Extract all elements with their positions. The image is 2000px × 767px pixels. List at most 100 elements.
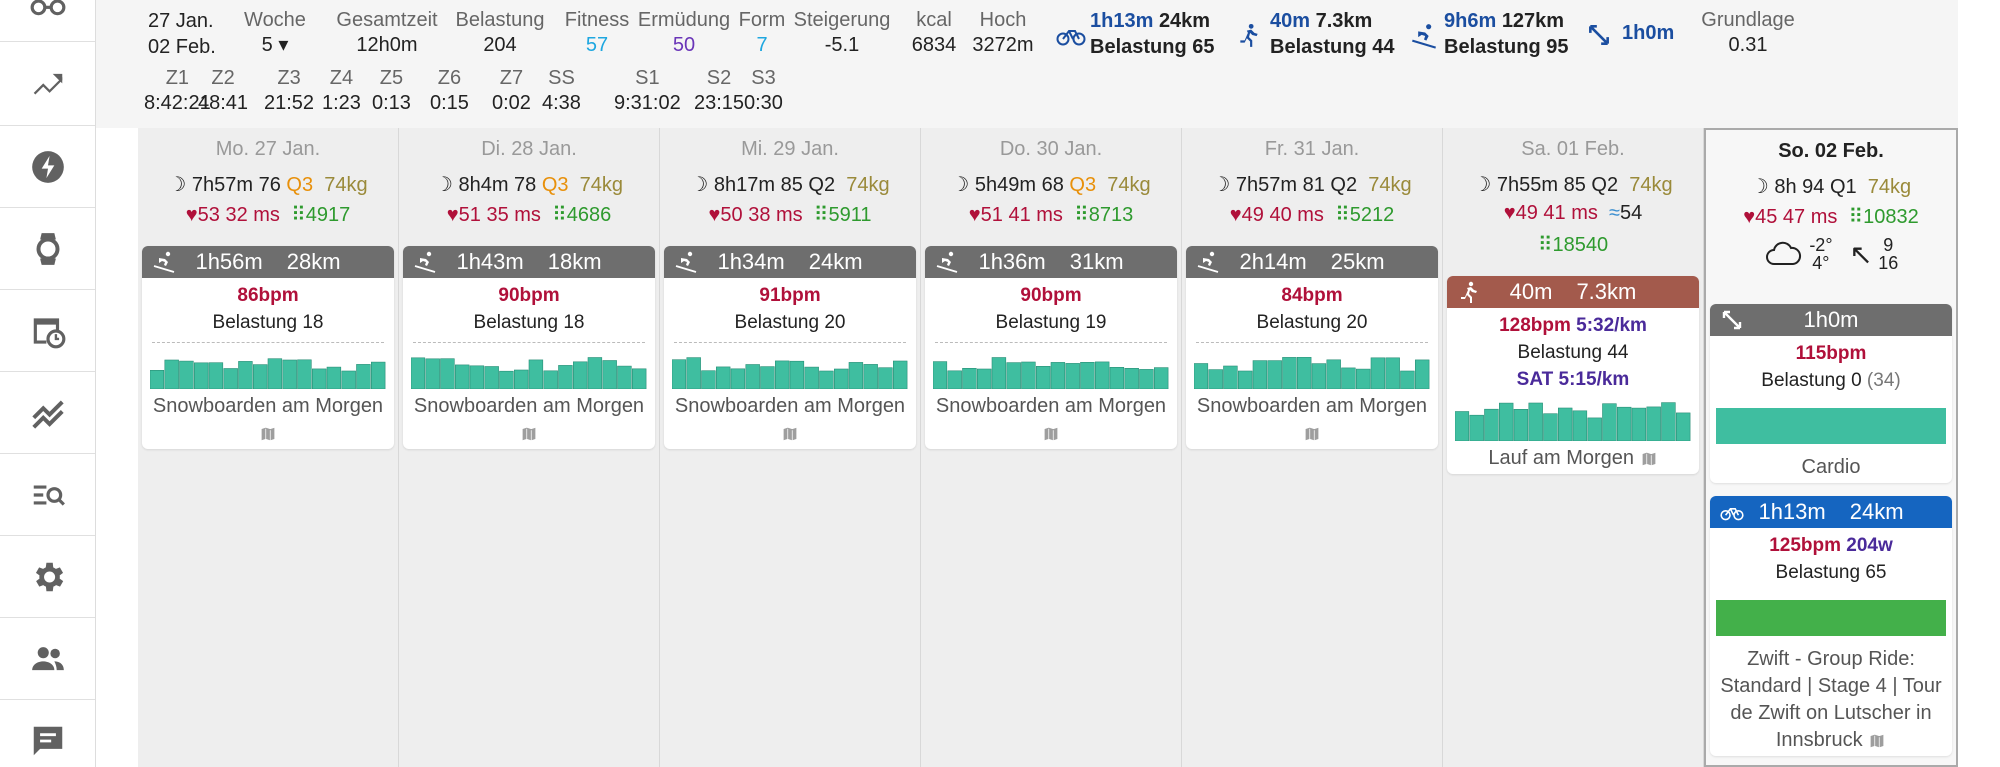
ski-total: 9h6m 127km Belastung 95 <box>1410 8 1568 60</box>
day-column[interactable]: Di. 28 Jan. ☽ 8h4m 78 Q3 74kg ♥51 35 ms … <box>399 128 660 767</box>
zone-bar-segment <box>341 370 356 390</box>
zone-bar-segment <box>1311 363 1327 390</box>
zone-bar-segment <box>223 368 238 390</box>
zone-bar-segment <box>558 365 573 390</box>
sidebar-item-devices[interactable] <box>0 208 95 290</box>
day-header: Di. 28 Jan. <box>481 138 577 160</box>
zone-bars <box>149 357 386 390</box>
zone-bar-segment <box>991 357 1007 390</box>
zone-bar-segment <box>848 362 864 390</box>
zone-bar-segment <box>454 364 470 390</box>
zone-z4: Z4 1:23 <box>322 67 361 114</box>
zone-bar-segment <box>1572 410 1588 442</box>
sidebar-item-activities[interactable] <box>0 0 95 42</box>
week-calendar: Mo. 27 Jan. ☽ 7h57m 76 Q3 74kg ♥53 32 ms… <box>138 128 1958 767</box>
zone-bar-segment <box>528 359 544 390</box>
zone-bar-segment <box>1237 370 1253 390</box>
wind-arrow-icon: ↖ <box>1849 238 1873 270</box>
form: Form 7 <box>738 9 786 56</box>
activity-card[interactable]: 40m 7.3km 128bpm 5:32/km Belastung 44 SAT… <box>1447 276 1699 474</box>
zone-bar-segment <box>932 361 948 390</box>
day-column[interactable]: Mo. 27 Jan. ☽ 7h57m 76 Q3 74kg ♥53 32 ms… <box>138 128 399 767</box>
day-column[interactable]: Sa. 01 Feb. ☽ 7h55m 85 Q2 74kg ♥49 41 ms… <box>1443 128 1704 767</box>
day-column[interactable]: Fr. 31 Jan. ☽ 7h57m 81 Q2 74kg ♥49 40 ms… <box>1182 128 1443 767</box>
zone-bar-segment <box>671 359 687 390</box>
people-icon <box>31 646 64 670</box>
zone-bar-segment <box>1370 357 1386 390</box>
day-header: So. 02 Feb. <box>1778 140 1884 162</box>
zone-bar-segment <box>164 359 179 390</box>
weather-row: -2° 4° ↖ 9 16 <box>1706 236 1956 280</box>
gear-icon <box>35 562 63 591</box>
activity-card[interactable]: 1h36m 31km 90bpm Belastung 19 Snowboarden… <box>925 246 1177 449</box>
steps-icon: ⠿ <box>1074 204 1089 226</box>
week-selector[interactable]: Woche 5 ▾ <box>242 8 308 58</box>
zone-bar-segment <box>1095 361 1110 390</box>
zone-bar-segment <box>1631 407 1647 442</box>
day-column-today[interactable]: So. 02 Feb. ☽ 8h 94 Q1 74kg ♥45 47 ms ⠿1… <box>1704 128 1958 767</box>
day-column[interactable]: Do. 30 Jan. ☽ 5h49m 68 Q3 74kg ♥51 41 ms… <box>921 128 1182 767</box>
heart-icon: ♥ <box>708 204 721 226</box>
run-icon <box>1240 23 1258 47</box>
sidebar-item-chat[interactable] <box>0 700 95 767</box>
zone-bar-segment <box>1528 402 1543 442</box>
steps-icon: ⠿ <box>813 204 829 226</box>
moon-icon: ☽ <box>434 174 453 196</box>
sidebar-item-calendar[interactable] <box>0 290 95 372</box>
cloud-icon <box>1765 241 1801 265</box>
bolt-icon <box>31 150 64 183</box>
activity-card-cardio[interactable]: 1h0m 115bpm Belastung 0 (34) Cardio <box>1710 304 1952 483</box>
moon-icon: ☽ <box>690 174 709 196</box>
zone-bar-segment <box>1676 412 1691 442</box>
sleep-row: ☽ 8h4m 78 Q3 74kg <box>434 174 624 196</box>
base-ratio: Grundlage 0.31 <box>1701 9 1795 56</box>
zone-bar-segment <box>1252 360 1268 390</box>
activity-card-ride[interactable]: 1h13m 24km 125bpm 204w Belastung 65 Zwift… <box>1710 496 1952 756</box>
map-icon <box>782 426 798 441</box>
zone-bar-segment <box>1223 365 1238 390</box>
zone-bar-segment <box>701 370 716 390</box>
zone-bar-segment <box>760 366 775 390</box>
sidebar-item-fitness[interactable] <box>0 372 95 454</box>
steps-icon: ⠿ <box>1537 234 1553 256</box>
zone-bar-segment <box>1617 406 1632 442</box>
zone-bar-segment <box>1124 368 1139 390</box>
activity-card[interactable]: 2h14m 25km 84bpm Belastung 20 Snowboarden… <box>1186 246 1438 449</box>
day-column[interactable]: Mi. 29 Jan. ☽ 8h17m 85 Q2 74kg ♥50 38 ms… <box>660 128 921 767</box>
day-header: Fr. 31 Jan. <box>1264 138 1360 160</box>
zone-bar-segment <box>1469 414 1484 442</box>
zone-bar-segment <box>819 370 834 390</box>
day-header: Mo. 27 Jan. <box>215 138 321 160</box>
sidebar-item-power[interactable] <box>0 126 95 208</box>
zone-s1: S1 9:31:02 <box>614 67 681 114</box>
zone-bar-segment <box>1036 366 1051 390</box>
sidebar-item-trends[interactable] <box>0 44 95 126</box>
day-header: Sa. 01 Feb. <box>1521 138 1625 160</box>
health-row: ♥50 38 ms ⠿5911 <box>708 204 872 226</box>
date-to: 02 Feb. <box>148 36 216 58</box>
activity-card[interactable]: 1h43m 18km 90bpm Belastung 18 Snowboarden… <box>403 246 655 449</box>
week-value: 5 <box>261 34 273 56</box>
zone-bar-segment <box>410 357 426 390</box>
zone-bar-segment <box>1400 370 1415 390</box>
heart-icon: ♥ <box>185 204 198 226</box>
run-icon <box>1461 281 1477 303</box>
zone-bar-segment <box>1498 402 1514 442</box>
activity-card[interactable]: 1h34m 24km 91bpm Belastung 20 Snowboarden… <box>664 246 916 449</box>
zone-z3: Z3 21:52 <box>264 67 315 114</box>
activity-card[interactable]: 1h56m 28km 86bpm Belastung 18 Snowboarden… <box>142 246 394 449</box>
zone-z2: Z2 48:41 <box>198 67 249 114</box>
heart-icon: ♥ <box>446 204 459 226</box>
zone-bar-segment <box>1558 407 1573 442</box>
day-header: Do. 30 Jan. <box>999 138 1103 160</box>
sidebar-item-athletes[interactable] <box>0 618 95 700</box>
zone-bar-segment <box>484 366 499 390</box>
sidebar-item-search[interactable] <box>0 454 95 536</box>
zone-bar-segment <box>1208 369 1223 390</box>
zone-bar-segment <box>499 370 514 390</box>
sidebar-item-settings[interactable] <box>0 536 95 618</box>
zone-bar-segment <box>312 368 327 390</box>
zone-bar-ride <box>1716 600 1946 636</box>
activity-header: 1h36m 31km <box>925 246 1177 278</box>
zone-s2: S2 23:15 <box>694 67 745 114</box>
